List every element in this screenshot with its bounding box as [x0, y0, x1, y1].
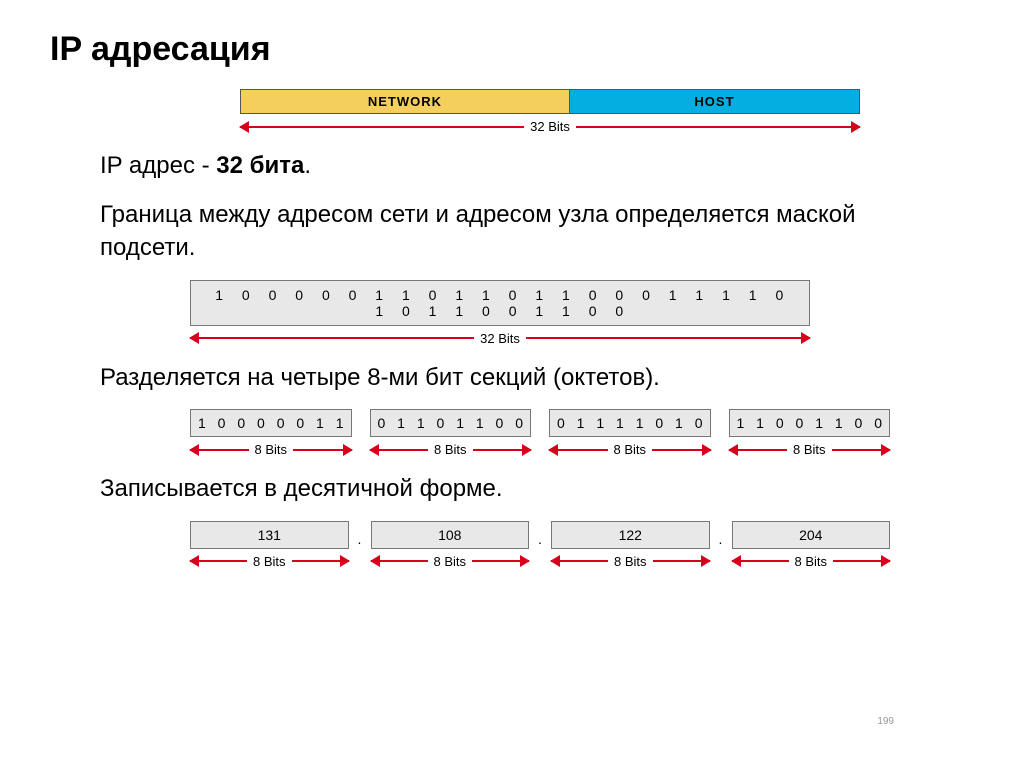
corner-note: 199	[877, 716, 894, 727]
octet-bin-box: 1 1 0 0 1 1 0 0	[729, 409, 891, 437]
text-fragment: .	[304, 152, 311, 179]
octet-dec-box: 204	[732, 521, 891, 549]
bits-label: 8 Bits	[789, 554, 834, 569]
bits-label: 8 Bits	[249, 442, 294, 457]
arrow-left-icon	[729, 444, 788, 456]
bits-label: 32 Bits	[524, 119, 576, 134]
octet-dec-box: 108	[371, 521, 530, 549]
octet-bin-box: 0 1 1 1 1 0 1 0	[549, 409, 711, 437]
bits-label: 8 Bits	[787, 442, 832, 457]
arrow-left-icon	[551, 555, 608, 567]
arrow-right-icon	[576, 121, 860, 133]
arrow-right-icon	[293, 444, 352, 456]
arrow-right-icon	[652, 444, 711, 456]
page-title: IP адресация	[50, 30, 974, 69]
text-boundary: Граница между адресом сети и адресом узл…	[100, 198, 900, 265]
arrow-right-icon	[833, 555, 890, 567]
arrow-left-icon	[240, 121, 524, 133]
bits-label: 8 Bits	[608, 442, 653, 457]
bits32-diagram: 1 0 0 0 0 0 1 1 0 1 1 0 1 1 0 0 0 1 1 1 …	[100, 280, 974, 346]
text-bold: 32 бита	[216, 152, 304, 179]
arrow-right-icon	[526, 332, 810, 344]
dot-separator: .	[710, 521, 732, 549]
dot-separator: .	[349, 521, 371, 549]
host-segment: HOST	[570, 90, 859, 113]
arrow-right-icon	[832, 444, 891, 456]
bits-label: 32 Bits	[474, 331, 526, 346]
bits-label: 8 Bits	[428, 554, 473, 569]
octet-bin-box: 1 0 0 0 0 0 1 1	[190, 409, 352, 437]
octets-bin-diagram: 1 0 0 0 0 0 1 1 0 1 1 0 1 1 0 0 0 1 1 1 1 …	[100, 409, 974, 457]
arrow-left-icon	[732, 555, 789, 567]
arrow-right-icon	[292, 555, 349, 567]
text-ip-bits: IP адрес - 32 бита.	[100, 149, 974, 183]
arrow-left-icon	[549, 444, 608, 456]
network-segment: NETWORK	[241, 90, 570, 113]
arrow-left-icon	[190, 444, 249, 456]
dot-separator: .	[529, 521, 551, 549]
arrow-left-icon	[190, 555, 247, 567]
network-host-diagram: NETWORK HOST 32 Bits	[100, 89, 974, 134]
arrow-left-icon	[371, 555, 428, 567]
arrow-right-icon	[472, 555, 529, 567]
text-octets: Разделяется на четыре 8-ми бит секций (о…	[100, 361, 974, 395]
arrow-right-icon	[473, 444, 532, 456]
bits-label: 8 Bits	[428, 442, 473, 457]
octets-dec-diagram: 131.108.122.204 8 Bits8 Bits8 Bits8 Bits	[100, 521, 974, 569]
octet-dec-box: 122	[551, 521, 710, 549]
octet-dec-box: 131	[190, 521, 349, 549]
bits32-box: 1 0 0 0 0 0 1 1 0 1 1 0 1 1 0 0 0 1 1 1 …	[190, 280, 810, 326]
arrow-right-icon	[653, 555, 710, 567]
octet-bin-box: 0 1 1 0 1 1 0 0	[370, 409, 532, 437]
bits-label: 8 Bits	[247, 554, 292, 569]
arrow-left-icon	[370, 444, 429, 456]
bits-label: 8 Bits	[608, 554, 653, 569]
arrow-left-icon	[190, 332, 474, 344]
text-decimal: Записывается в десятичной форме.	[100, 472, 974, 506]
text-fragment: IP адрес -	[100, 152, 216, 179]
